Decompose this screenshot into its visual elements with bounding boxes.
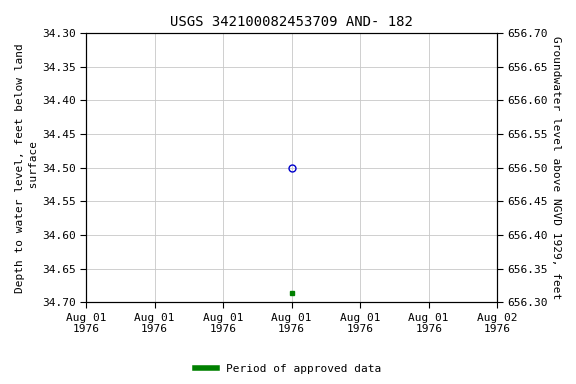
Y-axis label: Depth to water level, feet below land
 surface: Depth to water level, feet below land su… xyxy=(15,43,39,293)
Legend: Period of approved data: Period of approved data xyxy=(191,359,385,379)
Y-axis label: Groundwater level above NGVD 1929, feet: Groundwater level above NGVD 1929, feet xyxy=(551,36,561,299)
Title: USGS 342100082453709 AND- 182: USGS 342100082453709 AND- 182 xyxy=(170,15,413,29)
